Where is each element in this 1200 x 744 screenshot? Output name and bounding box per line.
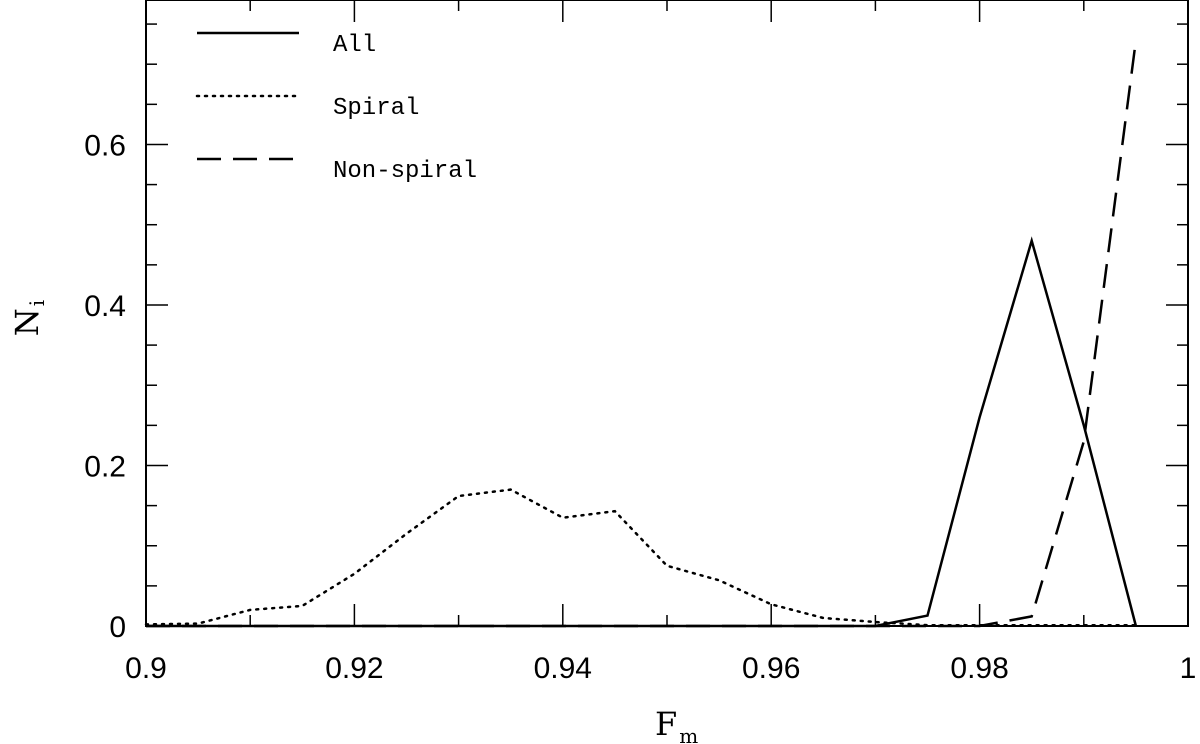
series-line-spiral	[144, 488, 1138, 627]
plot-frame	[145, 0, 1189, 627]
legend-label: All	[333, 32, 376, 59]
axis-ticks	[145, 0, 1189, 627]
x-tick-label: 0.94	[534, 652, 592, 685]
y-axis-label: Ni	[8, 300, 49, 336]
y-tick-label: 0	[109, 611, 126, 644]
x-axis-label-main: F	[655, 705, 677, 743]
legend-label: Spiral	[333, 95, 419, 122]
tick-labels: 0.9 0.92 0.94 0.96 0.98 1 0 0.2 0.4 0.6	[84, 129, 1196, 685]
y-tick-label: 0.4	[84, 290, 126, 323]
y-axis-label-sub: i	[25, 300, 49, 306]
x-axis-label-sub: m	[679, 724, 698, 744]
legend: All Spiral Non-spiral	[195, 31, 477, 185]
x-tick-label: 0.9	[125, 652, 167, 685]
series-lines	[144, 39, 1138, 628]
y-tick-label: 0.2	[84, 450, 126, 483]
y-tick-label: 0.6	[84, 129, 126, 162]
series-line-all	[146, 236, 1138, 628]
x-tick-label: 0.98	[950, 652, 1008, 685]
x-tick-label: 1	[1180, 652, 1197, 685]
y-axis-label-main: N	[8, 308, 46, 336]
legend-label: Non-spiral	[333, 158, 477, 185]
x-tick-label: 0.96	[742, 652, 800, 685]
x-tick-label: 0.92	[325, 652, 383, 685]
